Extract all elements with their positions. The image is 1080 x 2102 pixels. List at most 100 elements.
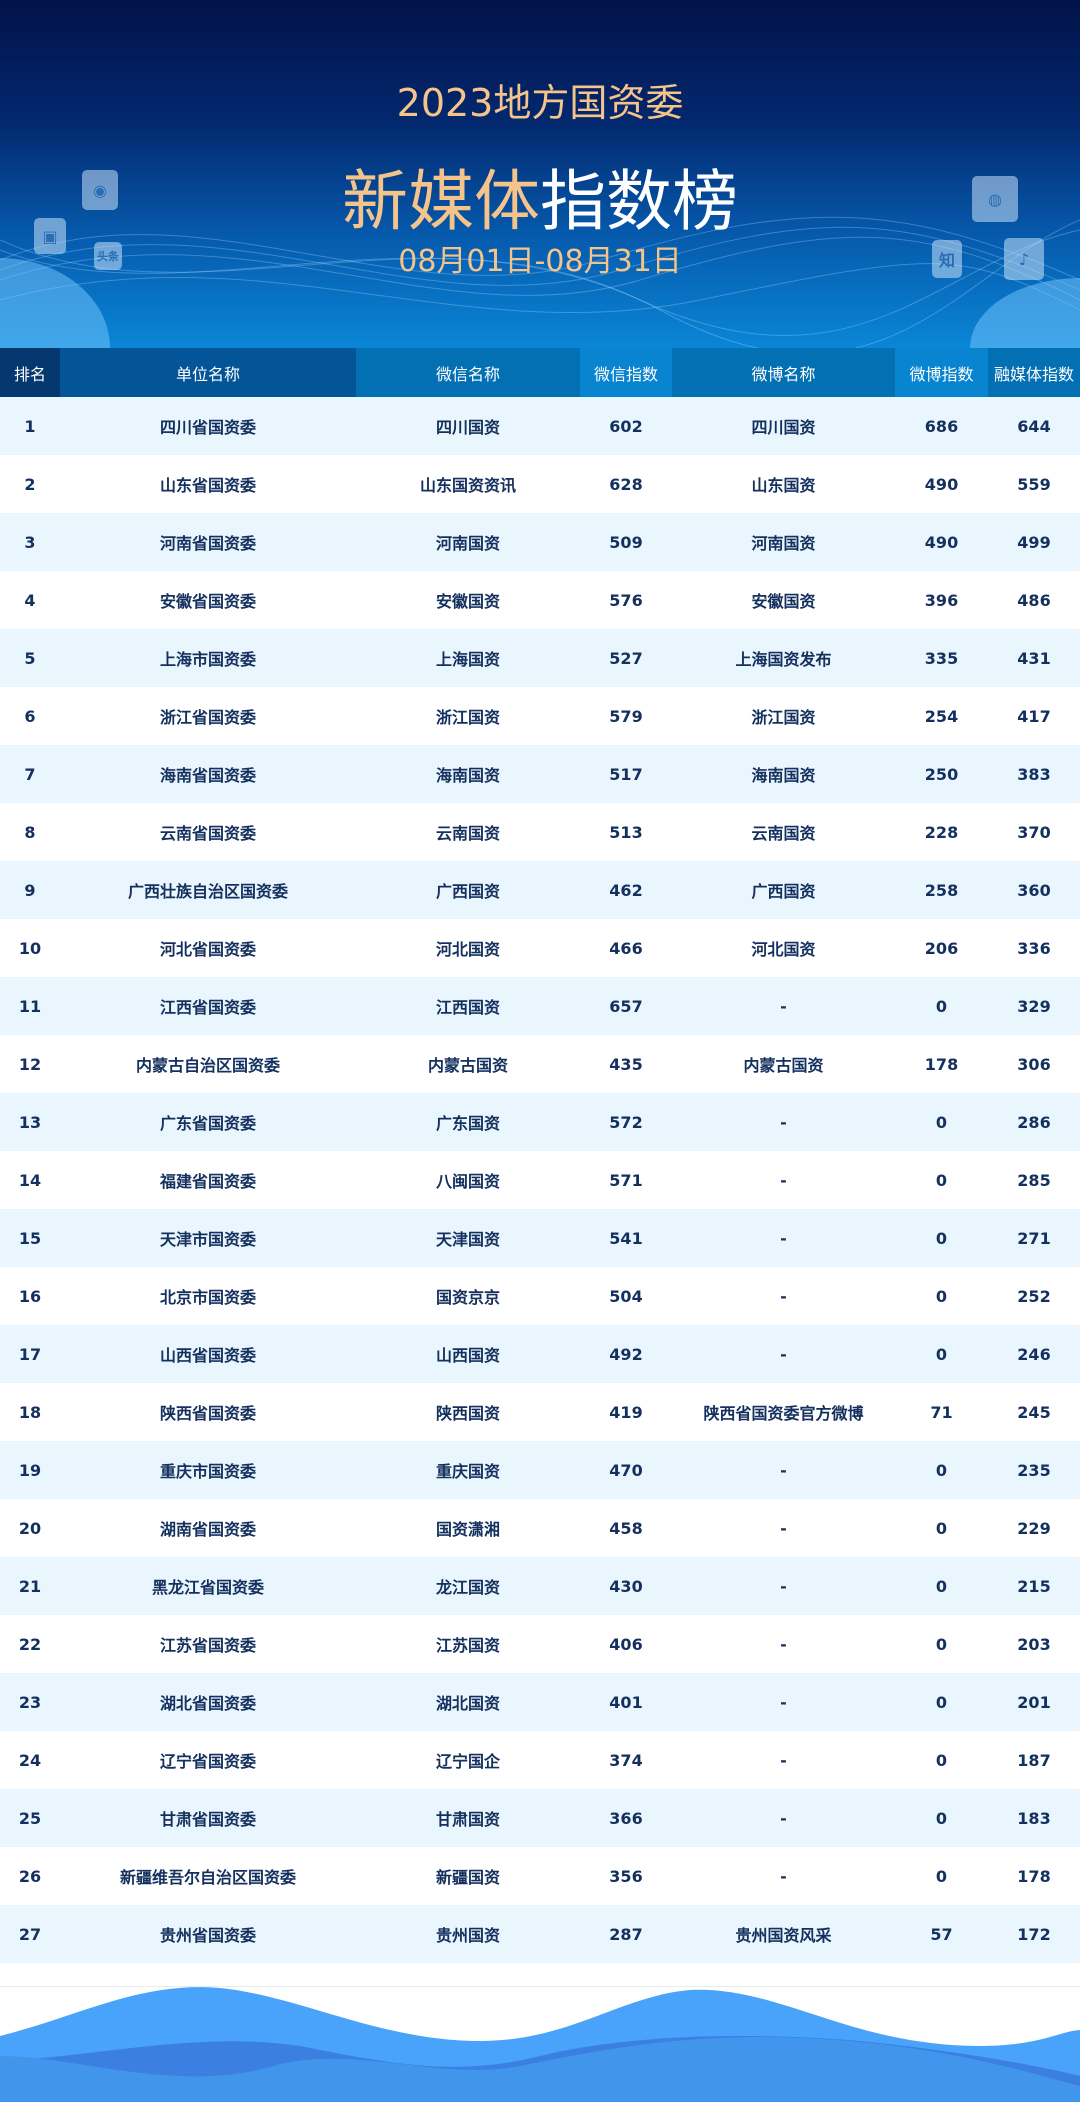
rank-cell: 8 [24, 822, 36, 842]
weibo-index-cell: 0 [935, 1112, 948, 1132]
media-index-cell: 431 [1017, 648, 1051, 668]
title-part-a: 新媒体 [342, 163, 540, 240]
rank-cell: 4 [24, 590, 36, 610]
media-index-cell: 285 [1017, 1170, 1051, 1190]
media-index-cell: 499 [1017, 532, 1051, 552]
weibo-index-cell: 0 [935, 1750, 948, 1770]
wechat-index-cell: 628 [609, 474, 643, 494]
unit-name-cell: 江西省国资委 [159, 998, 256, 1017]
unit-name-cell: 四川省国资委 [159, 418, 256, 437]
wechat-index-cell: 602 [609, 416, 643, 436]
unit-name-cell: 福建省国资委 [159, 1172, 256, 1191]
wechat-index-cell: 287 [609, 1924, 643, 1944]
wave-footer-decoration [0, 1986, 1080, 2102]
toutiao-icon: 头条 [94, 242, 122, 270]
table-row: 6 浙江省国资委 浙江国资 579 浙江国资 254 417 [0, 687, 1080, 745]
wechat-index-cell: 470 [609, 1460, 643, 1480]
table-row: 18 陕西省国资委 陕西国资 419 陕西省国资委官方微博 71 245 [0, 1383, 1080, 1441]
wechat-name-cell: 八闽国资 [435, 1172, 500, 1191]
weibo-name-cell: - [780, 1286, 787, 1306]
weibo-name-cell: 内蒙古国资 [743, 1056, 824, 1075]
wechat-name-cell: 广西国资 [435, 882, 500, 901]
unit-name-cell: 云南省国资委 [159, 824, 256, 843]
table-row: 14 福建省国资委 八闽国资 571 - 0 285 [0, 1151, 1080, 1209]
page-title: 新媒体指数榜 [0, 148, 1080, 244]
wechat-index-cell: 401 [609, 1692, 643, 1712]
media-index-cell: 306 [1017, 1054, 1051, 1074]
wechat-name-cell: 内蒙古国资 [427, 1056, 508, 1075]
rank-cell: 9 [24, 880, 36, 900]
wechat-index-cell: 374 [609, 1750, 643, 1770]
unit-name-cell: 广西壮族自治区国资委 [127, 882, 288, 901]
table-row: 17 山西省国资委 山西国资 492 - 0 246 [0, 1325, 1080, 1383]
wechat-index-cell: 492 [609, 1344, 643, 1364]
column-header-media-index: 融媒体指数 [988, 348, 1080, 397]
table-row: 3 河南省国资委 河南国资 509 河南国资 490 499 [0, 513, 1080, 571]
wechat-index-cell: 572 [609, 1112, 643, 1132]
unit-name-cell: 山西省国资委 [159, 1346, 256, 1365]
wechat-name-cell: 新疆国资 [435, 1868, 500, 1887]
media-index-cell: 286 [1017, 1112, 1051, 1132]
wechat-name-cell: 国资潇湘 [435, 1520, 500, 1539]
unit-name-cell: 重庆市国资委 [159, 1462, 256, 1481]
rank-cell: 22 [18, 1634, 42, 1654]
table-row: 23 湖北省国资委 湖北国资 401 - 0 201 [0, 1673, 1080, 1731]
media-index-cell: 486 [1017, 590, 1051, 610]
wechat-name-cell: 陕西国资 [435, 1404, 500, 1423]
rank-cell: 19 [18, 1460, 42, 1480]
table-row: 25 甘肃省国资委 甘肃国资 366 - 0 183 [0, 1789, 1080, 1847]
wechat-name-cell: 安徽国资 [435, 592, 500, 611]
wechat-name-cell: 广东国资 [435, 1114, 500, 1133]
wechat-index-cell: 430 [609, 1576, 643, 1596]
unit-name-cell: 贵州省国资委 [159, 1926, 256, 1945]
weibo-index-cell: 228 [924, 822, 959, 842]
unit-name-cell: 山东省国资委 [159, 476, 256, 495]
weibo-name-cell: 上海国资发布 [735, 650, 832, 669]
wechat-name-cell: 湖北国资 [435, 1694, 500, 1713]
weibo-name-cell: 陕西省国资委官方微博 [703, 1404, 864, 1423]
weibo-name-cell: - [780, 1692, 787, 1712]
weibo-index-cell: 0 [935, 1576, 948, 1596]
media-index-cell: 183 [1017, 1808, 1051, 1828]
weibo-name-cell: 广西国资 [751, 882, 816, 901]
ranking-table: 排名 单位名称 微信名称 微信指数 微博名称 微博指数 融媒体指数 1 四川省国资委 四川国资 6… [0, 348, 1080, 1963]
wechat-index-cell: 406 [609, 1634, 643, 1654]
zhihu-icon: 知 [932, 240, 962, 278]
media-index-cell: 383 [1017, 764, 1051, 784]
weibo-name-cell: - [780, 1866, 787, 1886]
weibo-icon: ◉ [82, 170, 118, 210]
rank-cell: 6 [24, 706, 36, 726]
wechat-index-cell: 527 [609, 648, 643, 668]
weibo-index-cell: 0 [935, 1518, 948, 1538]
table-row: 2 山东省国资委 山东国资资讯 628 山东国资 490 559 [0, 455, 1080, 513]
table-row: 7 海南省国资委 海南国资 517 海南国资 250 383 [0, 745, 1080, 803]
media-index-cell: 203 [1017, 1634, 1051, 1654]
title-part-b: 指数榜 [540, 163, 738, 240]
weibo-name-cell: 山东国资 [751, 476, 816, 495]
weibo-name-cell: 河北国资 [751, 940, 816, 959]
table-row: 13 广东省国资委 广东国资 572 - 0 286 [0, 1093, 1080, 1151]
unit-name-cell: 黑龙江省国资委 [151, 1578, 264, 1597]
weibo-name-cell: 河南国资 [751, 534, 816, 553]
column-header-weibo-name: 微博名称 [672, 348, 895, 397]
media-index-cell: 178 [1017, 1866, 1051, 1886]
rank-cell: 16 [18, 1286, 42, 1306]
weibo-name-cell: 贵州国资风采 [735, 1926, 832, 1945]
table-row: 26 新疆维吾尔自治区国资委 新疆国资 356 - 0 178 [0, 1847, 1080, 1905]
table-row: 27 贵州省国资委 贵州国资 287 贵州国资风采 57 172 [0, 1905, 1080, 1963]
wechat-index-cell: 509 [609, 532, 643, 552]
weibo-name-cell: - [780, 1576, 787, 1596]
weibo-index-cell: 57 [930, 1924, 953, 1944]
media-index-cell: 235 [1017, 1460, 1051, 1480]
weibo-name-cell: - [780, 1170, 787, 1190]
wechat-index-cell: 366 [609, 1808, 643, 1828]
weibo-name-cell: 浙江国资 [751, 708, 816, 727]
media-index-cell: 370 [1017, 822, 1051, 842]
unit-name-cell: 湖南省国资委 [159, 1520, 256, 1539]
unit-name-cell: 海南省国资委 [159, 766, 256, 785]
unit-name-cell: 辽宁省国资委 [159, 1752, 256, 1771]
rank-cell: 21 [18, 1576, 42, 1596]
weibo-name-cell: - [780, 1808, 787, 1828]
wechat-name-cell: 山东国资资讯 [419, 476, 516, 495]
wechat-index-cell: 356 [609, 1866, 643, 1886]
